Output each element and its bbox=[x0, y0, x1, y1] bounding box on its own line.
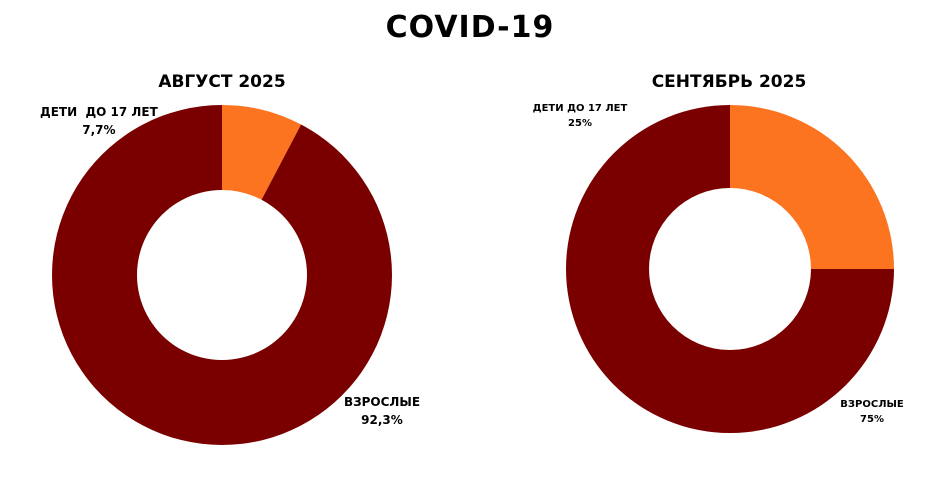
slice-label-text: ДЕТИ ДО 17 ЛЕТ bbox=[532, 103, 628, 114]
slice-label-text: ВЗРОСЛЫЕ bbox=[840, 399, 904, 410]
donut-slice-1-1 bbox=[566, 105, 894, 433]
slice-value-text: 75% bbox=[860, 414, 884, 425]
slice-label-text: ВЗРОСЛЫЕ bbox=[343, 395, 421, 409]
chart-title-september: СЕНТЯБРЬ 2025 bbox=[651, 72, 807, 92]
slice-label-children-august: ДЕТИ ДО 17 ЛЕТ 7,7% bbox=[40, 103, 158, 139]
slice-label-adults-september: ВЗРОСЛЫЕ 75% bbox=[835, 397, 909, 427]
slice-label-text: ДЕТИ ДО 17 ЛЕТ bbox=[40, 105, 158, 119]
slice-value-text: 92,3% bbox=[361, 413, 403, 427]
slice-label-children-september: ДЕТИ ДО 17 ЛЕТ 25% bbox=[530, 101, 630, 131]
donut-slice-1-0 bbox=[730, 105, 894, 269]
donut-slice-0-1 bbox=[52, 105, 393, 446]
slice-label-adults-august: ВЗРОСЛЫЕ 92,3% bbox=[343, 393, 421, 429]
slice-value-text: 25% bbox=[568, 118, 592, 129]
chart-title-august: АВГУСТ 2025 bbox=[158, 72, 286, 92]
main-title: COVID-19 bbox=[385, 10, 555, 45]
slice-value-text: 7,7% bbox=[82, 123, 116, 137]
donut-slice-0-0 bbox=[222, 105, 302, 200]
